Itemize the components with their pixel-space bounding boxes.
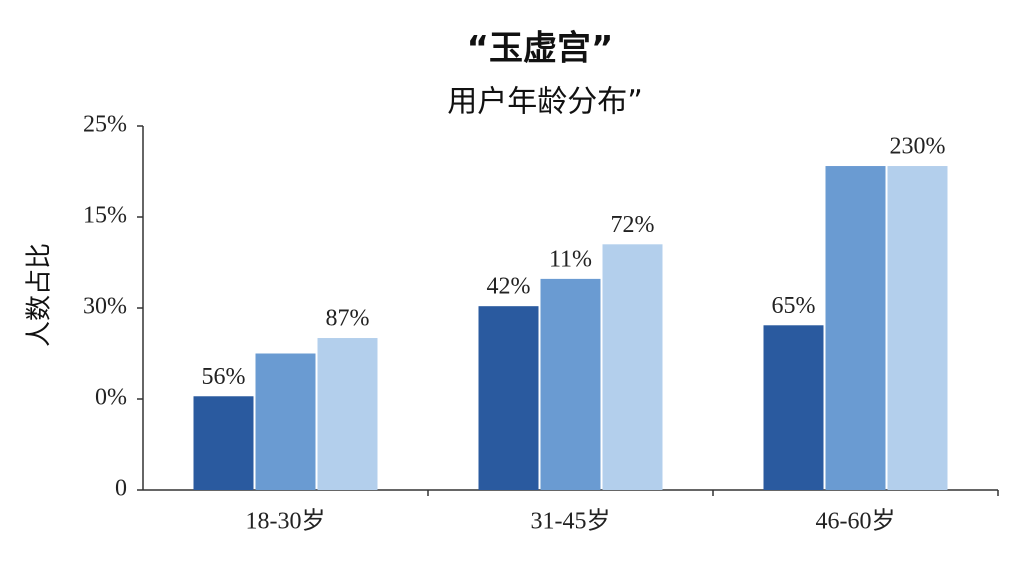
y-tick-label: 15%	[83, 203, 127, 229]
y-tick-label: 0%	[95, 385, 127, 411]
chart-subtitle: 用户年龄分布”	[447, 85, 643, 120]
value-label: 11%	[549, 246, 592, 272]
value-label: 65%	[772, 293, 816, 319]
bar	[540, 278, 601, 490]
x-tick-label: 31-45岁	[531, 508, 611, 535]
y-tick-label: 0	[115, 476, 127, 502]
x-tick-label: 46-60岁	[816, 508, 896, 535]
value-label: 42%	[487, 274, 531, 300]
value-label: 56%	[202, 364, 246, 390]
bar	[317, 338, 378, 490]
x-tick-label: 18-30岁	[246, 508, 326, 535]
y-tick-label: 25%	[83, 112, 127, 138]
bar	[255, 353, 316, 490]
bar	[478, 306, 539, 490]
y-tick-label: 30%	[83, 294, 127, 320]
value-label: 72%	[611, 212, 655, 238]
y-axis-label: 人数占比	[25, 243, 55, 347]
value-label: 230%	[890, 134, 946, 160]
bar	[887, 166, 948, 491]
value-label: 87%	[326, 306, 370, 332]
bar	[602, 244, 663, 490]
chart-title: “玉虚宫”	[467, 29, 614, 69]
bar	[825, 166, 886, 491]
bar	[763, 325, 824, 490]
bar	[193, 396, 254, 490]
